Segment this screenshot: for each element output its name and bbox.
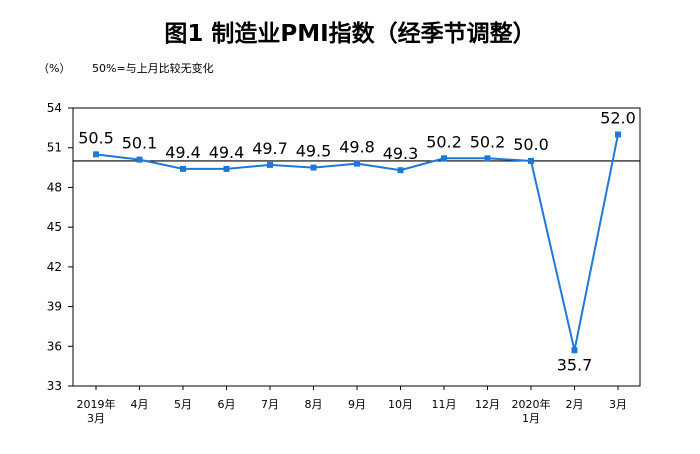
data-label: 50.0 — [513, 135, 549, 154]
x-tick-label: 6月 — [218, 398, 236, 411]
y-tick-label: 45 — [47, 220, 62, 234]
data-label: 52.0 — [600, 108, 636, 127]
data-labels-group: 50.5 50.1 49.4 49.4 49.7 49.5 49.8 49.3 50.2 50.2… — [78, 108, 636, 374]
x-tick-label: 9月 — [348, 398, 366, 411]
reference-note: 50%=与上月比较无变化 — [92, 61, 214, 75]
x-tick-label: 2019年 — [77, 397, 116, 411]
data-label: 50.5 — [78, 128, 114, 147]
x-tick-label: 11月 — [432, 398, 457, 411]
y-tick-label: 39 — [47, 300, 62, 314]
x-tick-label: 10月 — [388, 398, 413, 411]
y-tick-label: 51 — [47, 141, 62, 155]
y-tick-label: 42 — [47, 260, 62, 274]
y-tick-label: 54 — [47, 101, 62, 115]
data-label: 35.7 — [557, 355, 593, 374]
data-point — [223, 165, 230, 172]
x-tick-label: 3月 — [609, 398, 627, 411]
x-tick-label: 4月 — [131, 398, 149, 411]
y-tick-label: 36 — [47, 339, 62, 353]
data-label: 50.2 — [470, 132, 506, 151]
series-line — [95, 134, 619, 351]
data-point — [354, 160, 360, 167]
data-point — [571, 347, 578, 354]
x-tick-label: 12月 — [475, 398, 500, 411]
x-tick-label: 2020年 — [512, 397, 551, 411]
data-point — [310, 164, 317, 171]
data-label: 50.1 — [122, 134, 158, 153]
x-tick-label: 3月 — [87, 412, 105, 425]
data-label: 49.8 — [339, 138, 375, 157]
x-tick-label: 1月 — [522, 412, 540, 425]
data-point — [397, 167, 404, 174]
data-point — [528, 157, 534, 164]
x-tick-label: 7月 — [261, 398, 279, 411]
data-label: 49.5 — [296, 142, 332, 161]
data-label: 49.7 — [252, 139, 288, 158]
data-point — [93, 151, 99, 158]
chart-title: 图1 制造业PMI指数（经季节调整） — [164, 21, 536, 47]
y-tick-label: 33 — [47, 379, 62, 393]
data-point — [441, 155, 447, 162]
data-label: 49.4 — [209, 143, 245, 162]
data-point — [136, 156, 143, 163]
data-point — [267, 161, 273, 168]
data-point — [484, 155, 491, 162]
y-unit-label: （%） — [38, 62, 70, 75]
series-group — [93, 131, 621, 354]
data-point — [180, 165, 186, 172]
data-label: 49.4 — [165, 143, 201, 162]
x-tick-label: 5月 — [174, 398, 192, 411]
y-axis: 33 36 39 42 45 48 51 54 — [47, 101, 73, 393]
data-label: 49.3 — [383, 144, 419, 163]
x-tick-label: 2月 — [566, 398, 584, 411]
y-tick-label: 48 — [47, 180, 62, 194]
data-label: 50.2 — [426, 132, 462, 151]
data-point — [615, 131, 621, 138]
x-tick-label: 8月 — [305, 398, 323, 411]
